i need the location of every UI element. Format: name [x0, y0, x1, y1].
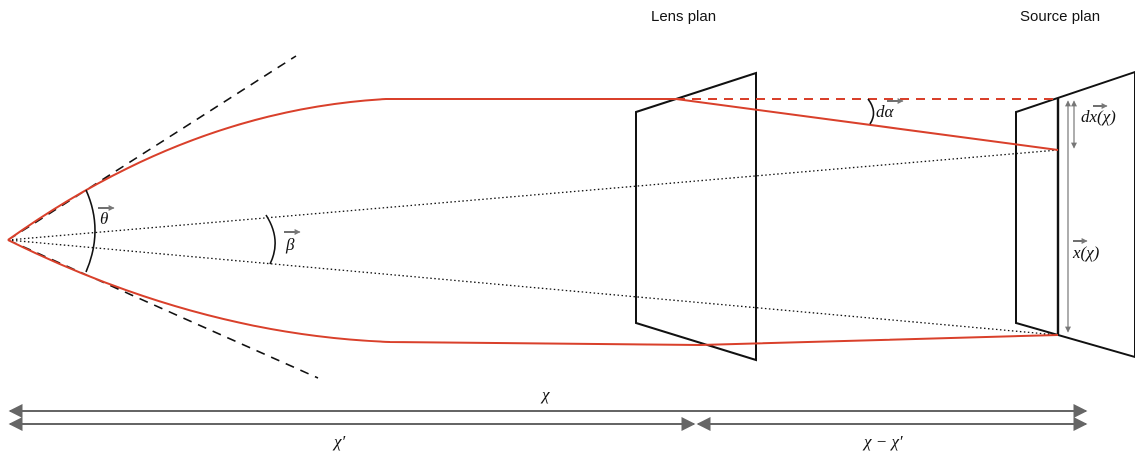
lens-plane-title: Lens plan: [651, 8, 716, 25]
beta-label: β: [285, 235, 295, 254]
dotted-sightline-lower: [7, 239, 1059, 336]
beta-arc: [265, 214, 276, 265]
dotted-sightline-upper: [7, 149, 1059, 241]
chi-label: χ: [540, 385, 550, 404]
light-ray-lower: [7, 239, 1059, 347]
d-alpha-arc: [867, 98, 875, 125]
light-ray-upper: [7, 98, 1059, 241]
source-plane: [1015, 70, 1135, 359]
x-chi-label: x(χ): [1072, 243, 1100, 262]
chi-minus-chi-prime-label: χ − χ′: [862, 432, 903, 451]
theta-arc: [85, 189, 96, 273]
source-plane-title: Source plan: [1020, 8, 1100, 25]
chi-prime-label: χ′: [332, 432, 345, 451]
d-alpha-label: dα: [876, 102, 895, 121]
lens-plane: [635, 71, 757, 362]
theta-label: θ: [100, 209, 108, 228]
dx-chi-label: dx(χ): [1081, 107, 1116, 126]
dashed-asymptote-upper: [7, 55, 297, 241]
